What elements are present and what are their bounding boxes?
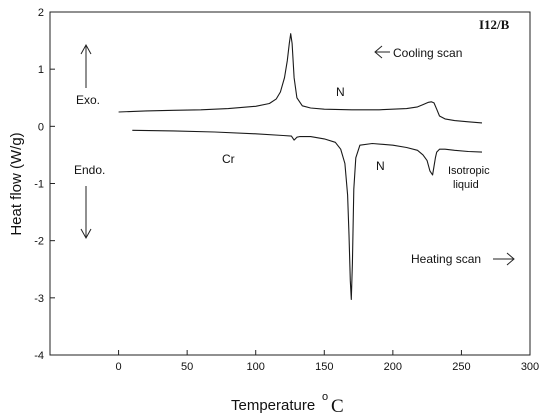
x-tick-label: 100 xyxy=(247,361,265,373)
y-tick-label: -1 xyxy=(34,179,44,191)
series-group xyxy=(118,33,483,301)
x-tick-label: 150 xyxy=(315,361,333,373)
heating-arrow-icon xyxy=(493,252,515,266)
isotropic-label-line2: liquid xyxy=(453,179,479,191)
cooling-scan-line xyxy=(118,33,483,124)
x-axis-ticks: 0 50 100 150 200 250 300 xyxy=(116,350,539,373)
exo-label: Exo. xyxy=(76,93,100,107)
nematic-label-bottom: N xyxy=(376,159,385,173)
x-axis-title: Temperature xyxy=(231,397,315,414)
heating-scan-label: Heating scan xyxy=(411,252,481,266)
chart-title: I12/B xyxy=(479,17,510,32)
endo-label: Endo. xyxy=(74,163,105,177)
cooling-scan-label: Cooling scan xyxy=(393,46,462,60)
x-tick-label: 0 xyxy=(116,361,122,373)
crystal-label: Cr xyxy=(222,152,235,166)
x-tick-label: 50 xyxy=(181,361,193,373)
y-tick-label: 1 xyxy=(38,64,44,76)
y-tick-label: -4 xyxy=(34,350,44,362)
x-tick-label: 250 xyxy=(452,361,470,373)
heating-scan-line xyxy=(132,129,483,301)
y-tick-label: -3 xyxy=(34,293,44,305)
y-axis-ticks: -4 -3 -2 -1 0 1 2 xyxy=(34,7,55,362)
endo-arrow-icon xyxy=(80,186,92,240)
y-tick-label: -2 xyxy=(34,236,44,248)
isotropic-label-line1: Isotropic xyxy=(448,165,490,177)
y-tick-label: 0 xyxy=(38,121,44,133)
y-tick-label: 2 xyxy=(38,7,44,19)
x-tick-label: 200 xyxy=(384,361,402,373)
x-tick-label: 300 xyxy=(521,361,539,373)
x-axis-unit-degree: o xyxy=(322,391,328,403)
nematic-label-top: N xyxy=(336,85,345,99)
x-axis-unit: C xyxy=(331,396,344,417)
exo-arrow-icon xyxy=(80,43,92,88)
cooling-arrow-icon xyxy=(374,45,390,59)
y-axis-title: Heat flow (W/g) xyxy=(8,132,25,235)
